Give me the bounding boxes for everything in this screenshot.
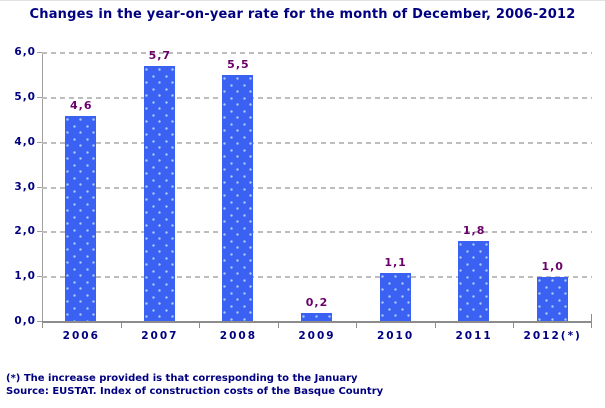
x-axis-end-tick <box>591 314 592 322</box>
y-axis-tick-6 <box>37 52 42 53</box>
bar-column-2008: 5,5 <box>199 53 278 322</box>
bar-2010 <box>379 272 411 322</box>
top-border-rule <box>0 0 605 1</box>
gridline-1 <box>42 276 592 279</box>
bar-2007 <box>143 66 175 322</box>
gridline-3 <box>42 186 592 189</box>
plot-area: 4,6 5,7 5,5 0,2 1,1 1,8 1,0 <box>37 49 592 328</box>
x-axis-tick <box>120 323 122 328</box>
bar-value-label: 1,0 <box>541 260 564 274</box>
x-axis-tick <box>356 323 358 328</box>
bar-column-2006: 4,6 <box>42 53 121 322</box>
bar-column-2009: 0,2 <box>278 53 357 322</box>
x-axis-tick <box>591 323 592 328</box>
bar-2009 <box>300 313 332 322</box>
bar-column-2007: 5,7 <box>121 49 200 322</box>
bar-value-label: 0,2 <box>305 296 329 310</box>
x-axis-tick <box>513 323 515 328</box>
bar-2006 <box>65 115 97 322</box>
x-axis-tick <box>277 323 279 328</box>
y-tick-label: 0,0 <box>14 315 36 327</box>
gridline-2 <box>42 231 592 234</box>
gridline-4 <box>42 141 592 144</box>
y-axis-tick-2 <box>37 231 42 233</box>
footnote-asterisk: (*) The increase provided is that corres… <box>6 373 358 384</box>
x-tick-label-2011: 2011 <box>455 330 493 342</box>
y-tick-label: 1,0 <box>14 270 36 283</box>
chart-title: Changes in the year-on-year rate for the… <box>29 7 576 22</box>
y-axis-tick-3 <box>37 186 42 188</box>
gridline-6 <box>42 52 592 54</box>
y-tick-label: 5,0 <box>14 90 36 103</box>
gridline-5 <box>42 96 592 99</box>
bar-value-label: 4,6 <box>70 98 93 112</box>
x-axis-line <box>42 321 592 323</box>
x-axis-tick <box>434 323 436 328</box>
y-axis-tick-4 <box>37 141 42 143</box>
x-axis-tick <box>42 323 43 328</box>
y-tick-label: 3,0 <box>14 180 36 193</box>
bar-2008 <box>222 75 254 322</box>
x-tick-label-2008: 2008 <box>219 330 258 342</box>
bar-2011 <box>458 241 490 322</box>
bar-value-label: 1,8 <box>462 224 486 238</box>
y-tick-label: 2,0 <box>14 225 36 238</box>
x-tick-label-2012(*): 2012(*) <box>523 330 582 342</box>
bar-column-2010: 1,1 <box>356 53 435 322</box>
x-tick-label-2006: 2006 <box>62 330 100 342</box>
x-tick-label-2007: 2007 <box>141 330 179 342</box>
y-tick-label: 4,0 <box>14 135 36 148</box>
bar-value-label: 5,5 <box>227 58 250 72</box>
x-axis-tick <box>199 323 201 328</box>
x-tick-label-2010: 2010 <box>376 330 415 342</box>
bar-value-label: 5,7 <box>148 49 172 63</box>
x-tick-label-2009: 2009 <box>298 330 336 342</box>
y-axis-tick-5 <box>37 96 42 98</box>
bar-column-2012(*): 1,0 <box>513 53 592 322</box>
y-axis-tick-0 <box>37 321 42 322</box>
footnote-source: Source: EUSTAT. Index of construction co… <box>6 386 384 397</box>
y-tick-label: 6,0 <box>14 46 36 58</box>
footnotes: (*) The increase provided is that corres… <box>6 372 383 398</box>
bar-2012(*) <box>536 277 568 322</box>
bar-value-label: 1,1 <box>384 255 407 269</box>
y-axis-tick-1 <box>37 276 42 278</box>
bar-column-2011: 1,8 <box>435 53 514 322</box>
